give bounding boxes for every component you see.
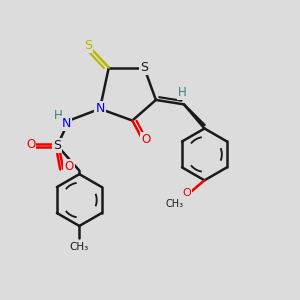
Text: O: O [182,188,191,198]
Text: O: O [64,160,74,173]
Text: S: S [84,39,92,52]
Text: H: H [53,109,62,122]
Text: O: O [26,138,35,151]
Text: N: N [61,117,71,130]
Text: N: N [95,102,105,115]
Text: S: S [140,61,148,74]
Text: S: S [53,139,61,152]
Text: O: O [141,133,150,146]
Text: CH₃: CH₃ [166,199,184,209]
Text: H: H [178,86,187,99]
Text: CH₃: CH₃ [70,242,89,252]
